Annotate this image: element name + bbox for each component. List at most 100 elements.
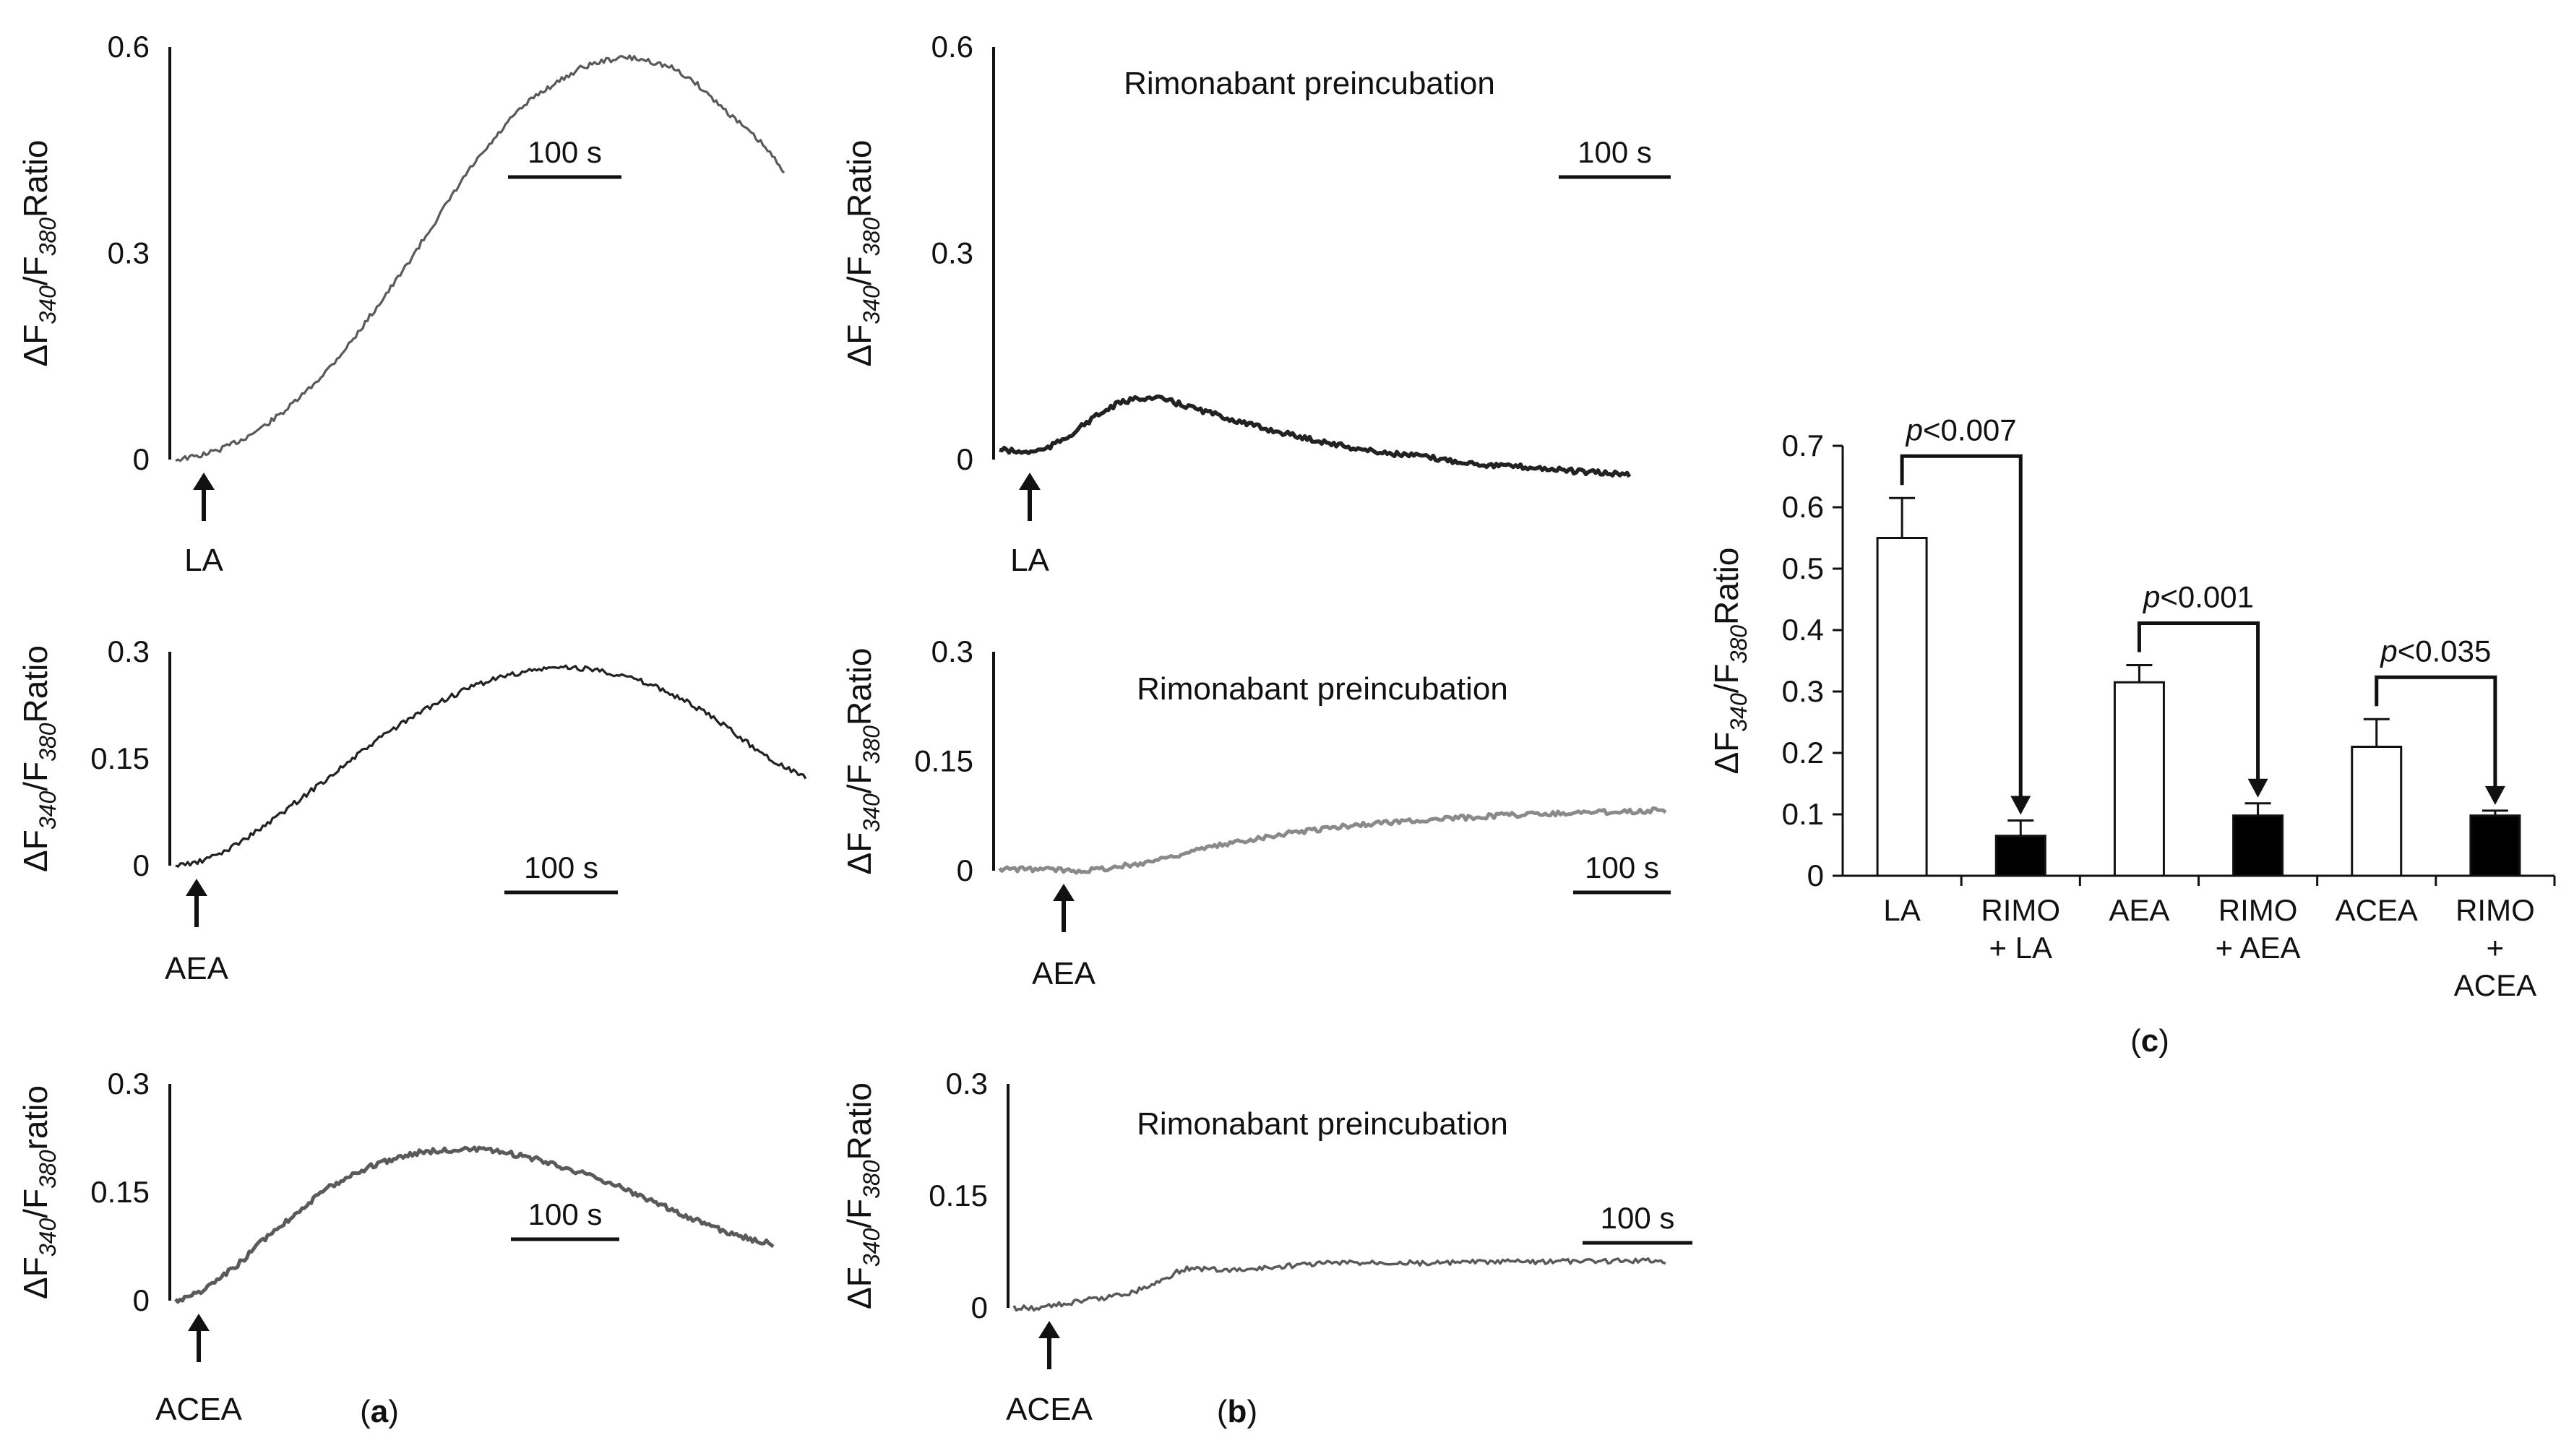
panel-label-c: (c) [2130, 1023, 2169, 1059]
y-axis-label-part: 380 [35, 723, 61, 762]
trace-line [174, 1145, 775, 1304]
y-tick-label: 0.2 [1782, 736, 1824, 770]
x-category-label: ACEA [2454, 968, 2536, 1002]
stimulus-label: ACEA [1006, 1392, 1093, 1427]
y-axis-label: ΔF340/F380Ratio [840, 140, 884, 367]
significance-arrow-head [2010, 796, 2031, 815]
y-axis-label-part: ratio [17, 1085, 54, 1150]
y-tick-label: 0 [133, 1283, 150, 1317]
y-tick-label: 0.3 [108, 236, 150, 270]
y-tick-label: 0 [133, 848, 150, 882]
stimulus-arrow-head [188, 1314, 210, 1331]
chart-c: 0 0.1 0.2 0.3 0.4 0.5 0.6 0.7 ΔF340/F380Ratio LA R… [1708, 413, 2556, 1002]
stimulus-arrow-head [1038, 1321, 1060, 1338]
y-axis-label-part: /F [840, 764, 878, 793]
y-tick-label: 0.7 [1782, 428, 1824, 462]
y-axis-label-part: Ratio [840, 1082, 878, 1160]
bar [2469, 814, 2521, 877]
y-axis-label: ΔF340/F380ratio [17, 1085, 61, 1299]
y-axis-label: ΔF340/F380Ratio [840, 1082, 884, 1309]
y-axis-label: ΔF340/F380Ratio [1708, 548, 1752, 775]
chart-b2: 0 0.15 0.3 ΔF340/F380Ratio 100 s Rimonabant p… [840, 634, 1671, 991]
y-axis-label-part: Ratio [1708, 548, 1745, 625]
y-axis-label-part: ΔF [17, 1257, 54, 1299]
chart-title: Rimonabant preincubation [1137, 1106, 1508, 1142]
scale-bar-label: 100 s [1577, 135, 1652, 169]
bar [2351, 746, 2403, 877]
stimulus-label: ACEA [155, 1392, 242, 1427]
y-axis-label: ΔF340/F380Ratio [17, 140, 61, 367]
y-axis-label-part: /F [17, 1189, 54, 1218]
y-axis-label-part: /F [17, 762, 54, 791]
x-category-label: ACEA [2336, 893, 2418, 927]
y-tick-label: 0.3 [108, 634, 150, 668]
y-axis-label-part: /F [17, 256, 54, 285]
y-tick-label: 0.15 [90, 741, 150, 775]
x-category-label: AEA [2109, 893, 2169, 927]
y-axis-label-part: 340 [858, 793, 884, 832]
scale-bar-label: 100 s [524, 850, 598, 884]
p-value-text: <0.007 [1923, 413, 2017, 447]
y-axis-label-part: ΔF [840, 1267, 878, 1309]
trace-line [1012, 1257, 1666, 1312]
bar [1994, 835, 2046, 877]
y-axis-label-part: /F [840, 1199, 878, 1228]
stimulus-label: LA [184, 543, 223, 578]
y-axis-label-part: 380 [858, 725, 884, 764]
scale-bar-label: 100 s [1585, 850, 1659, 884]
y-tick-label: 0 [957, 853, 973, 887]
y-axis-label-part: Ratio [840, 648, 878, 725]
significance-bracket [2137, 621, 2260, 782]
y-axis-label-part: 340 [35, 285, 61, 324]
y-axis-label-part: 380 [858, 217, 884, 257]
x-category-label: LA [1883, 893, 1920, 927]
y-tick-label: 0.15 [929, 1179, 988, 1212]
p-value-label: p<0.035 [2379, 634, 2491, 668]
chart-title: Rimonabant preincubation [1137, 671, 1508, 707]
p-value-italic: p [2379, 634, 2397, 668]
stimulus-label: AEA [165, 951, 229, 986]
y-axis-label-part: ΔF [840, 832, 878, 875]
y-tick-label: 0.1 [1782, 797, 1824, 831]
significance-bracket [1900, 454, 2023, 799]
y-axis-label-part: /F [840, 256, 878, 285]
p-value-text: <0.035 [2398, 634, 2492, 668]
trace-line [175, 54, 785, 462]
y-tick-label: 0.6 [108, 30, 150, 64]
trace-line [998, 806, 1667, 875]
x-category-label: + AEA [2216, 931, 2301, 965]
p-value-label: p<0.001 [2142, 580, 2254, 613]
x-category-label: + [2487, 931, 2505, 965]
stimulus-label: AEA [1032, 956, 1096, 991]
stimulus-arrow-head [186, 879, 207, 896]
trace-line [999, 395, 1632, 478]
y-axis-label-part: ΔF [1708, 732, 1745, 775]
significance-bracket [2375, 675, 2497, 789]
p-value-italic: p [1905, 413, 1923, 447]
bar [2113, 681, 2165, 877]
y-axis-label-part: 380 [35, 217, 61, 257]
y-axis-label-part: 380 [858, 1160, 884, 1199]
y-axis-label: ΔF340/F380Ratio [840, 648, 884, 875]
y-axis-label-part: 340 [858, 1228, 884, 1267]
chart-a2: 0 0.15 0.3 ΔF340/F380Ratio 100 s AEA [17, 634, 807, 986]
y-axis-label-part: 340 [858, 285, 884, 324]
y-axis-label-part: Ratio [17, 140, 54, 217]
y-axis-label-part: /F [1708, 663, 1745, 693]
chart-a1: 0 0.3 0.6 ΔF340/F380Ratio 100 s LA [17, 30, 785, 578]
y-axis-label-part: Ratio [840, 140, 878, 217]
significance-arrow-head [2247, 778, 2268, 798]
y-tick-label: 0.3 [946, 1067, 988, 1100]
y-tick-label: 0.3 [1782, 674, 1824, 708]
x-category-label: RIMO [2218, 893, 2298, 927]
chart-b3: 0 0.15 0.3 ΔF340/F380Ratio 100 s Rimonabant p… [840, 1067, 1692, 1427]
chart-title: Rimonabant preincubation [1124, 66, 1495, 101]
y-tick-label: 0.3 [108, 1067, 150, 1100]
panel-label-b: (b) [1217, 1394, 1257, 1429]
y-tick-label: 0 [133, 442, 150, 476]
y-axis-label-part: ΔF [17, 830, 54, 872]
scale-bar-label: 100 s [528, 135, 602, 169]
p-value-italic: p [2142, 580, 2160, 613]
significance-arrow-head [2484, 785, 2505, 805]
